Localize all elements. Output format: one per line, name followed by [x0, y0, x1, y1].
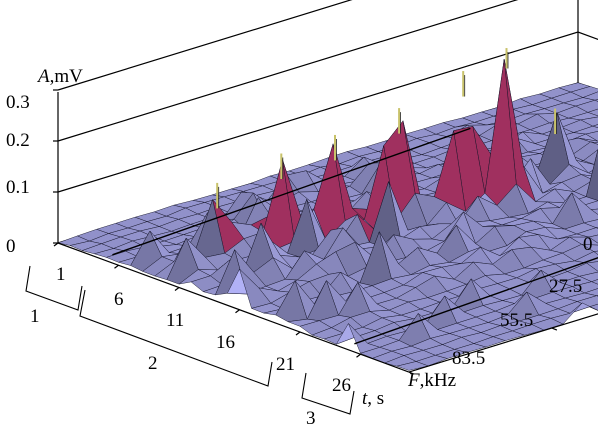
t-tick-mark: [356, 353, 361, 358]
surface-cell: [591, 279, 598, 285]
z-axis-unit: ,mV: [50, 66, 84, 87]
f-tick-55: 55.5: [500, 310, 533, 331]
t-tick-mark: [235, 309, 240, 314]
f-tick-0: 0: [583, 234, 593, 255]
f-tick-27: 27.5: [549, 276, 582, 297]
stage-3-bracket: [301, 372, 355, 415]
t-tick-6: 6: [114, 289, 124, 310]
z-axis-var: A: [36, 66, 50, 87]
stage-1-label: 1: [30, 306, 40, 327]
z-tick-1: 0.1: [6, 177, 30, 198]
stage-1-bracket: [25, 265, 83, 311]
f-tick-mark: [408, 371, 415, 375]
t-axis-line: [57, 242, 410, 373]
t-tick-mark: [174, 287, 180, 291]
z-tick-3: 0.3: [6, 92, 30, 113]
t-tick-21: 21: [276, 354, 295, 375]
t-tick-mark: [295, 331, 301, 336]
f-tick-mark: [551, 327, 558, 331]
f-axis-title: F,kHz: [407, 370, 456, 391]
t-tick-mark: [114, 264, 119, 269]
right-wall-top-edge: [578, 0, 598, 59]
amplitude-surface: [57, 58, 598, 371]
stage-3-label: 3: [306, 408, 316, 429]
t-tick-1: 1: [56, 264, 66, 285]
f-axis-unit: ,kHz: [420, 370, 456, 391]
peak-spikes: [216, 48, 557, 209]
z-tick-0: 0: [6, 236, 16, 257]
z-axis-title: A,mV: [36, 66, 83, 87]
top-left-edge: [57, 0, 353, 91]
grid-line-0.2: [57, 0, 519, 142]
stage-2-bracket: [79, 289, 273, 387]
t-tick-11: 11: [166, 310, 184, 331]
f-axis-var: F: [407, 370, 420, 391]
axes: [53, 89, 598, 375]
t-axis-title: t, s: [362, 388, 384, 409]
t-tick-26: 26: [332, 375, 351, 396]
t-tick-16: 16: [216, 332, 235, 353]
z-tick-2: 0.2: [6, 130, 30, 151]
grid-line-0.1: [57, 31, 598, 193]
f-axis-line: [408, 313, 598, 373]
surface-cell: [592, 124, 598, 128]
stage-boundary-0: [112, 127, 471, 256]
stage-2-label: 2: [148, 353, 158, 374]
f-tick-83: 83.5: [452, 348, 485, 369]
t-axis-unit: , s: [367, 388, 384, 409]
stage-brackets: [25, 265, 355, 415]
stage-boundary-1: [354, 257, 598, 345]
t-axis-var: t: [362, 388, 368, 409]
